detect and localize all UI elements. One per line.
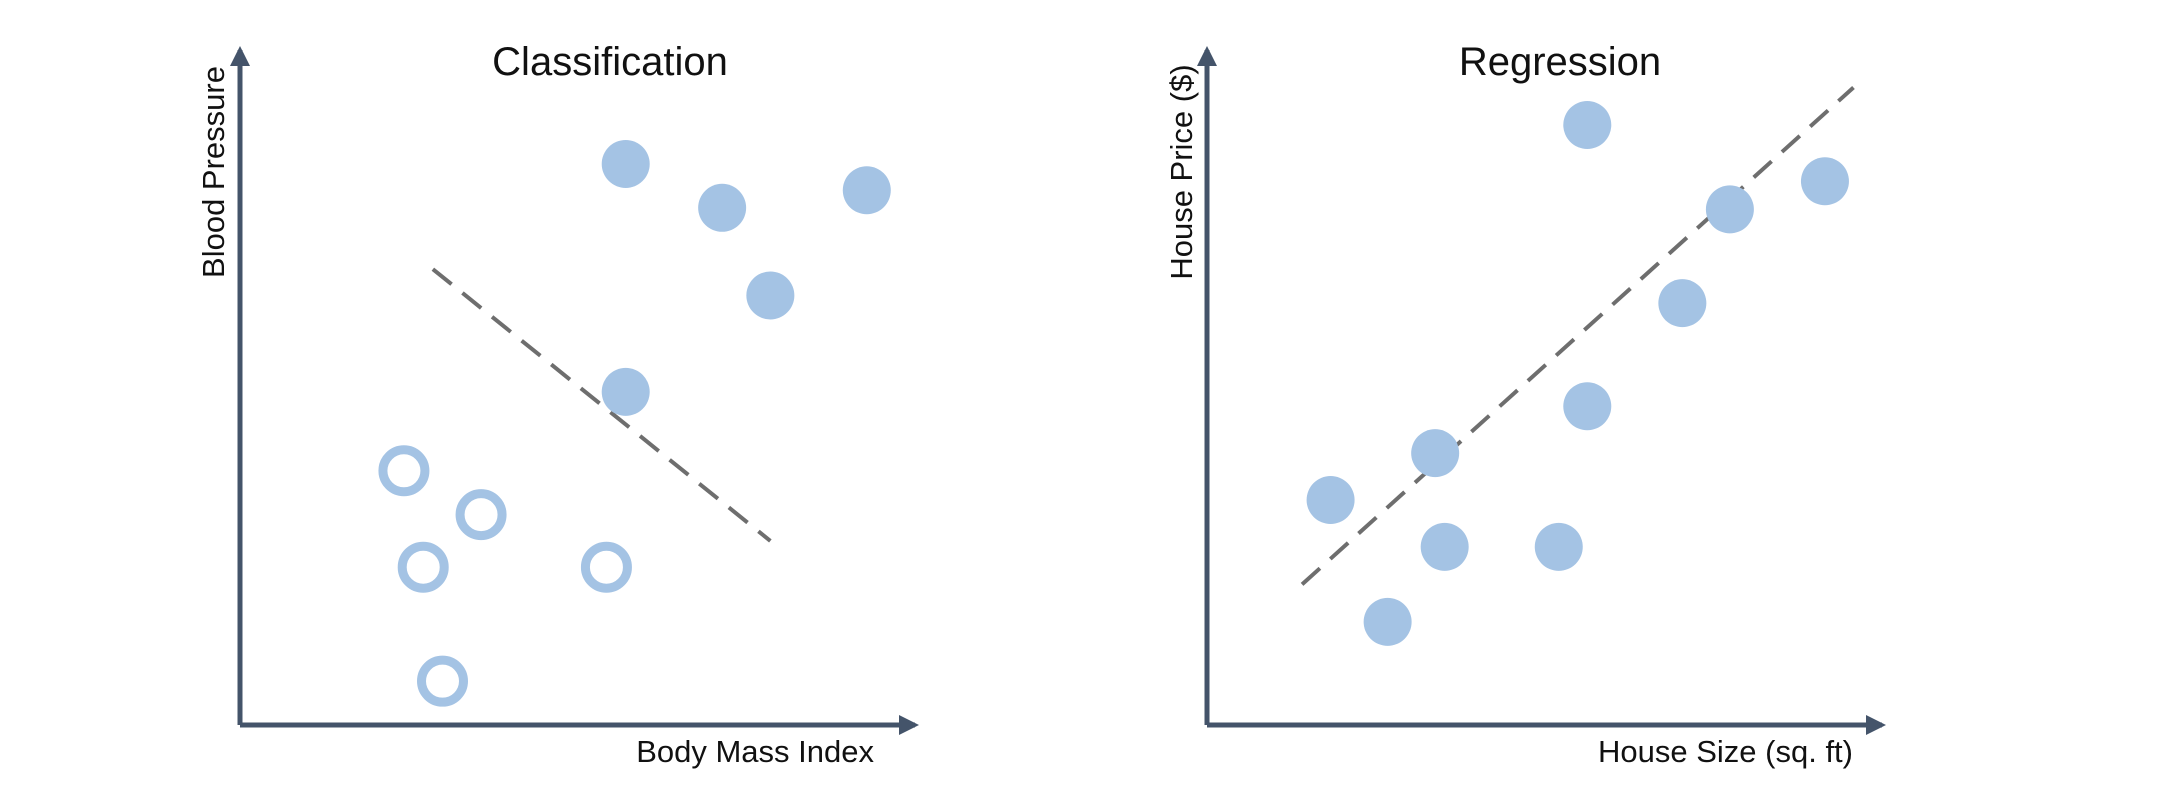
classification-filled-point-4 [842, 166, 891, 215]
regression-filled-point-6 [1563, 382, 1612, 431]
regression-filled-point-8 [1705, 185, 1754, 234]
regression-y-axis-label: House Price ($) [1164, 64, 1199, 279]
regression-panel: Regression House Price ($) House Size (s… [1164, 40, 1886, 769]
classification-filled-point-1 [601, 139, 650, 188]
classification-plot-area [378, 139, 891, 707]
classification-decision-boundary [431, 267, 772, 543]
classification-hollow-point-2 [455, 489, 507, 541]
regression-plot-area [1300, 86, 1855, 646]
regression-filled-point-3 [1420, 522, 1469, 571]
regression-filled-point-5 [1534, 522, 1583, 571]
regression-title: Regression [1459, 40, 1661, 84]
classification-filled-point-2 [698, 183, 747, 232]
regression-filled-point-10 [1563, 101, 1612, 149]
classification-hollow-point-3 [397, 541, 449, 593]
classification-y-axis-label: Blood Pressure [196, 66, 231, 278]
regression-filled-point-7 [1658, 279, 1707, 328]
classification-x-axis-label: Body Mass Index [636, 734, 874, 769]
classification-title: Classification [492, 40, 728, 84]
classification-hollow-point-1 [378, 445, 430, 497]
regression-filled-point-9 [1800, 157, 1849, 206]
regression-filled-point-4 [1411, 429, 1460, 478]
regression-filled-point-1 [1306, 476, 1355, 524]
regression-trend-line [1300, 86, 1855, 586]
classification-hollow-point-5 [417, 655, 468, 707]
classification-hollow-point-4 [580, 541, 632, 593]
regression-x-axis-label: House Size (sq. ft) [1598, 734, 1853, 769]
classification-filled-point-5 [601, 367, 650, 416]
classification-panel: Classification Blood Pressure Body Mass … [196, 40, 919, 769]
classification-filled-point-3 [746, 271, 795, 320]
regression-filled-point-2 [1363, 597, 1412, 646]
